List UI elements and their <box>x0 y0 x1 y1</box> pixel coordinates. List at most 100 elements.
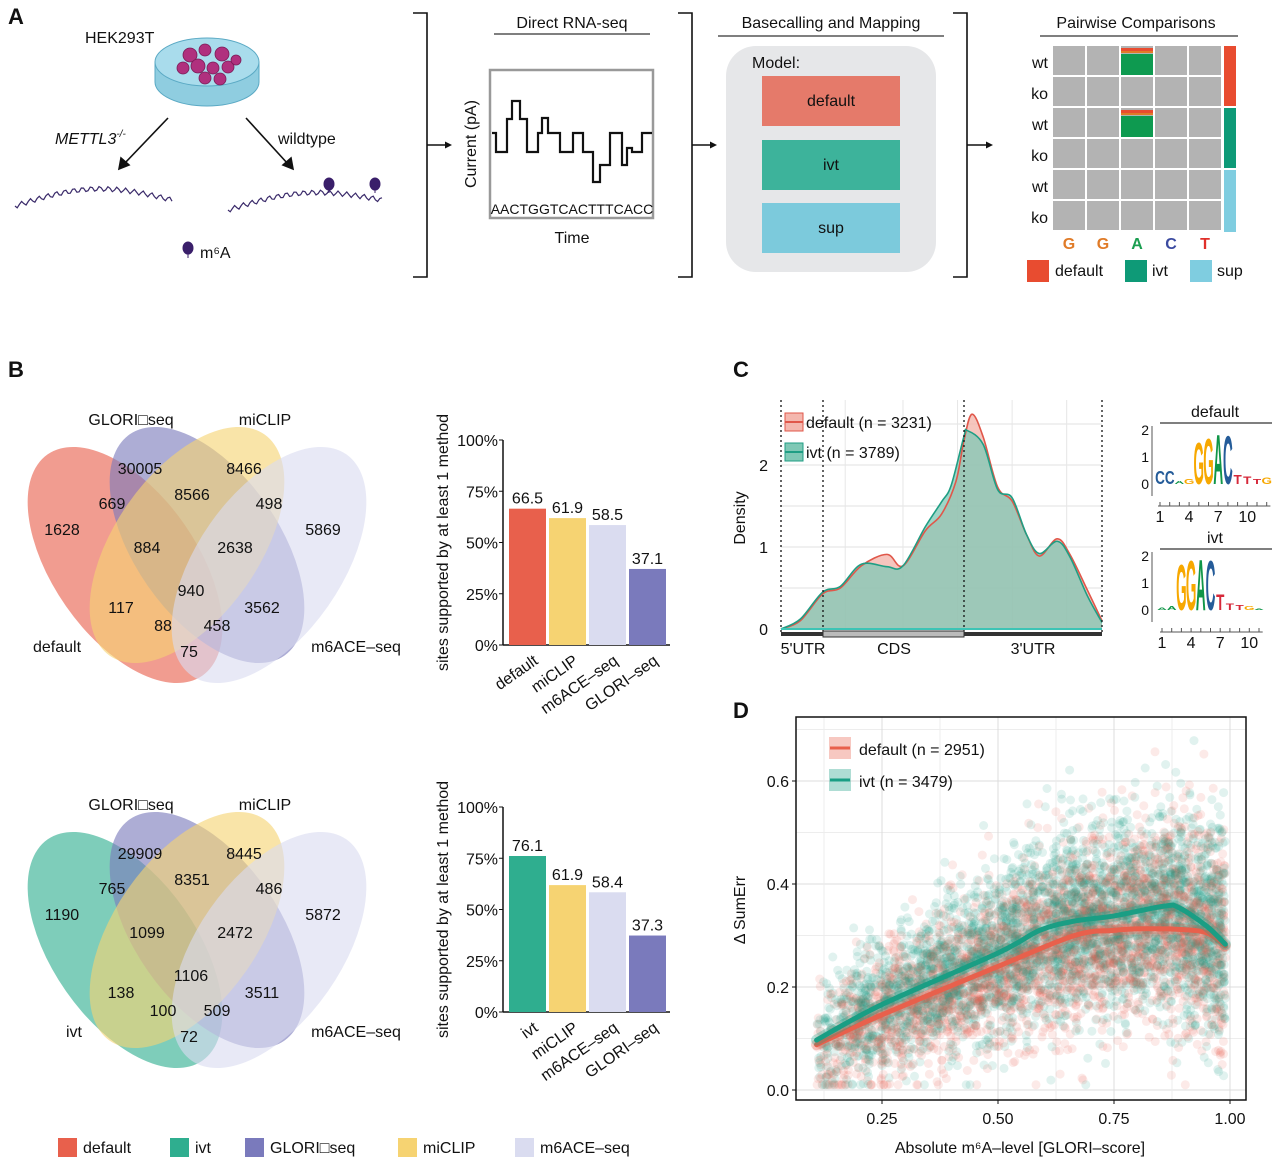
data-point <box>1182 837 1192 847</box>
data-point <box>1023 981 1033 991</box>
data-point <box>1090 830 1100 840</box>
data-point <box>1107 817 1117 827</box>
data-point <box>1097 990 1107 1000</box>
bracket-dividers <box>413 12 988 278</box>
data-point <box>1111 904 1121 914</box>
row-label: wt <box>1031 179 1049 196</box>
model-default-label: default <box>807 93 856 110</box>
data-point <box>822 1044 832 1053</box>
data-point <box>1214 823 1224 833</box>
data-point <box>1176 832 1186 842</box>
y-tick-label: 2 <box>759 458 768 475</box>
data-point <box>934 1016 944 1025</box>
data-point <box>1000 976 1010 986</box>
data-point <box>1078 1075 1088 1085</box>
data-point <box>924 1006 934 1016</box>
data-point <box>1027 879 1037 889</box>
data-point <box>1125 898 1135 908</box>
comparison-cell <box>1053 170 1085 199</box>
legend-label: sup <box>1217 263 1243 280</box>
legend-label: m6ACE–seq <box>540 1140 630 1157</box>
data-point <box>1202 1012 1211 1022</box>
data-point <box>1148 869 1158 878</box>
data-point <box>867 1080 877 1090</box>
data-point <box>997 910 1007 920</box>
data-point <box>1055 962 1065 971</box>
data-point <box>854 1043 864 1053</box>
panel-label-c: C <box>733 357 749 382</box>
data-point <box>1164 837 1174 847</box>
data-point <box>989 854 999 864</box>
data-point <box>1177 824 1187 834</box>
row-label: ko <box>1031 148 1048 165</box>
data-point <box>882 1015 892 1025</box>
data-point <box>1152 1017 1162 1027</box>
data-point <box>827 1080 837 1090</box>
venn-region-count: 1628 <box>44 522 80 539</box>
data-point <box>921 964 931 974</box>
m6a-legend-label: m⁶A <box>200 245 231 262</box>
logo-letter: G <box>1203 426 1214 498</box>
comparison-cell <box>1053 201 1085 230</box>
data-point <box>1095 1000 1105 1009</box>
data-point <box>1153 917 1163 927</box>
venn-region-count: 100 <box>150 1003 177 1020</box>
venn-region-count: 29909 <box>118 846 163 863</box>
data-point <box>863 972 873 982</box>
data-point <box>1099 818 1108 828</box>
data-point <box>1030 971 1040 981</box>
venn-set-label: miCLIP <box>239 797 291 814</box>
data-point <box>1168 853 1178 863</box>
cell-line-label: HEK293T <box>85 30 155 47</box>
logo-letter: T <box>1235 604 1244 612</box>
logo-letter: G <box>1176 552 1187 624</box>
rnaseq-title: Direct RNA-seq <box>516 15 627 32</box>
data-point <box>1096 974 1106 984</box>
data-point <box>1059 905 1069 915</box>
logo-letter: A <box>1213 420 1223 499</box>
venn-region-count: 2472 <box>217 925 253 942</box>
bar-m6ACE–seq <box>589 525 626 645</box>
data-point <box>926 952 936 962</box>
legend-label: GLORI□seq <box>270 1140 355 1157</box>
data-point <box>1212 879 1222 889</box>
data-point <box>1093 886 1103 896</box>
data-point <box>962 1066 972 1075</box>
data-point <box>977 1005 986 1015</box>
data-point <box>926 1019 935 1029</box>
logo-title: ivt <box>1207 530 1224 547</box>
data-point <box>1210 894 1220 904</box>
y-tick-label: 50% <box>466 536 498 553</box>
data-point <box>1106 1027 1116 1036</box>
data-point <box>1172 948 1182 958</box>
data-point <box>872 1031 882 1041</box>
data-point <box>996 927 1005 937</box>
data-point <box>1175 937 1185 947</box>
bar-miCLIP <box>549 518 586 645</box>
data-point <box>1089 921 1099 931</box>
y-tick-label: 0% <box>475 1005 498 1022</box>
data-point <box>1005 984 1015 994</box>
logo-letter: A <box>1196 545 1206 626</box>
data-point <box>1096 898 1106 908</box>
model-ivt-label: ivt <box>823 157 840 174</box>
y-tick-label: 0% <box>475 638 498 655</box>
data-point <box>1170 885 1180 895</box>
data-point <box>1005 915 1015 925</box>
row-label: wt <box>1031 117 1049 134</box>
pairwise-title: Pairwise Comparisons <box>1056 15 1215 32</box>
data-point <box>1046 955 1056 965</box>
data-point <box>933 1046 943 1055</box>
wildtype-label: wildtype <box>277 131 336 148</box>
x-tick-label: 1 <box>1156 509 1165 526</box>
data-point <box>1069 960 1079 970</box>
data-point <box>1201 849 1211 859</box>
data-point <box>937 1011 947 1021</box>
venn-set-label: miCLIP <box>239 412 291 429</box>
data-point <box>1034 909 1044 919</box>
data-point <box>951 1050 961 1060</box>
